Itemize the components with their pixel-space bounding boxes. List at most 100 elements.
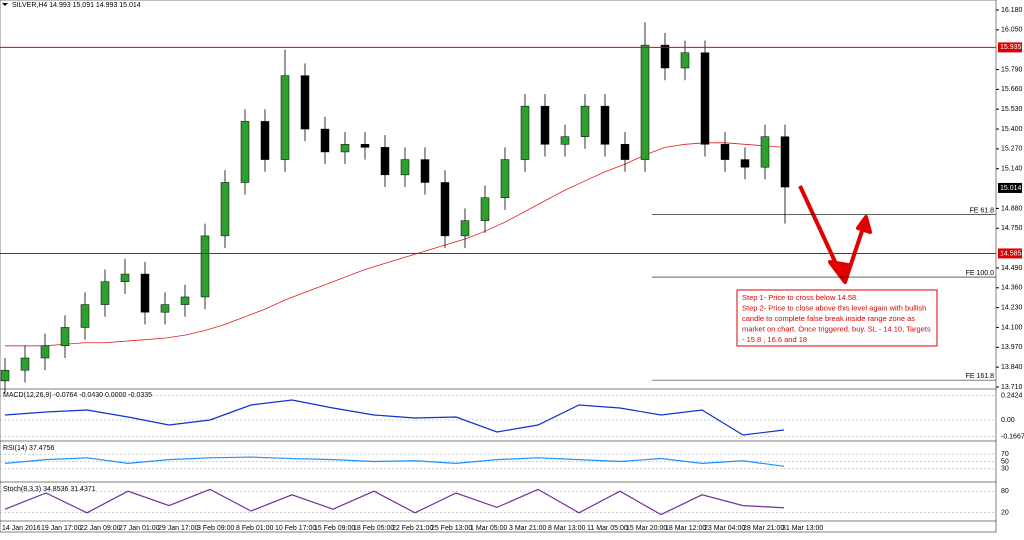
y-tick-label: 14.230 <box>1001 304 1023 311</box>
candle-body <box>220 182 230 237</box>
candle-body <box>40 345 50 359</box>
candle-body <box>360 144 370 148</box>
x-tick-label: 11 Mar 05:00 <box>587 525 628 532</box>
indicator-line <box>4 488 785 516</box>
candle-body <box>120 273 130 282</box>
candle-body <box>740 159 750 168</box>
y-tick-label: 15.400 <box>1001 126 1023 133</box>
candle-body <box>480 197 490 221</box>
y-tick-label: 0.00 <box>1001 417 1015 424</box>
y-tick-label: 16.050 <box>1001 27 1023 34</box>
candle-body <box>660 44 670 69</box>
y-tick-label: 50 <box>1001 458 1009 465</box>
y-tick-label: 14.750 <box>1001 225 1023 232</box>
candle-body <box>720 144 730 160</box>
candle-body <box>320 128 330 153</box>
candle-body <box>540 105 550 145</box>
candle-body <box>620 144 630 160</box>
y-tick-label: 70 <box>1001 451 1009 458</box>
chart-title: SILVER,H4 14.993 15.091 14.993 15.014 <box>12 2 141 9</box>
x-tick-label: 27 Jan 01:00 <box>119 525 160 532</box>
candle-body <box>600 105 610 145</box>
x-tick-label: 15 Mar 20:00 <box>626 525 667 532</box>
candle-body <box>760 136 770 168</box>
y-tick-label: 15.660 <box>1001 86 1023 93</box>
candle-body <box>280 75 290 160</box>
candle-body <box>640 44 650 160</box>
level-tag <box>998 42 1022 53</box>
x-tick-label: 8 Mar 13:00 <box>548 525 585 532</box>
x-tick-label: 19 Jan 17:00 <box>41 525 82 532</box>
x-tick-label: 18 Feb 05:00 <box>353 525 394 532</box>
annotation-text: candle to complete false break inside ra… <box>742 314 915 323</box>
candle-body <box>60 327 70 347</box>
candle-body <box>440 182 450 237</box>
indicator-title: RSI(14) 37.4756 <box>3 445 54 452</box>
x-tick-label: 22 Feb 21:00 <box>392 525 433 532</box>
level-tag <box>998 182 1022 193</box>
level-tag <box>998 248 1022 259</box>
candle-body <box>520 105 530 160</box>
annotation-text: Step 1- Price to cross below 14.58. <box>742 293 858 302</box>
x-tick-label: 15 Feb 09:00 <box>314 525 355 532</box>
y-tick-label: 13.840 <box>1001 364 1023 371</box>
y-tick-label: 15.790 <box>1001 66 1023 73</box>
y-tick-label: 13.970 <box>1001 344 1023 351</box>
candle-body <box>300 75 310 130</box>
x-tick-label: 22 Jan 09:00 <box>80 525 121 532</box>
x-tick-label: 18 Mar 12:00 <box>665 525 706 532</box>
annotation-text: Step 2- Price to close above this level … <box>742 303 926 312</box>
candle-body <box>380 147 390 176</box>
y-tick-label: 14.100 <box>1001 324 1023 331</box>
candle-body <box>460 220 470 237</box>
x-tick-label: 31 Mar 13:00 <box>782 525 823 532</box>
x-tick-label: 1 Mar 05:00 <box>470 525 507 532</box>
y-tick-label: 20 <box>1001 510 1009 517</box>
y-tick-label: -0.1667 <box>1001 434 1024 441</box>
annotation-box <box>736 289 938 347</box>
candle-body <box>240 121 250 183</box>
y-tick-label: 16.180 <box>1001 7 1023 14</box>
y-tick-label: 14.360 <box>1001 285 1023 292</box>
moving-average <box>5 142 786 347</box>
candle-body <box>560 136 570 145</box>
candle-body <box>20 357 30 371</box>
candle-body <box>580 105 590 137</box>
level-label: 14.585 <box>1000 250 1022 257</box>
level-label: 15.935 <box>1000 44 1022 51</box>
x-tick-label: 14 Jan 2016 <box>2 525 41 532</box>
candle-body <box>180 296 190 305</box>
y-tick-label: 80 <box>1001 488 1009 495</box>
candle-body <box>340 144 350 153</box>
candle-body <box>200 235 210 298</box>
candle-body <box>500 159 510 198</box>
annotation-text: market on chart. Once triggered, buy. SL… <box>742 324 931 333</box>
candle-body <box>100 281 110 305</box>
candle-body <box>80 304 90 328</box>
y-tick-label: 30 <box>1001 466 1009 473</box>
annotation-text: - 15.8 , 16.6 and 18 <box>742 335 807 344</box>
level-label: 15.014 <box>1000 185 1022 192</box>
x-tick-label: 3 Mar 21:00 <box>509 525 546 532</box>
candle-body <box>260 121 270 160</box>
fe-label: FE 161.8 <box>966 373 995 380</box>
y-tick-label: 0.2424 <box>1001 393 1023 400</box>
indicator-title: MACD(12,26,9) -0.0764 -0.0430 0.0000 -0.… <box>3 392 152 399</box>
candle-body <box>780 136 790 188</box>
candle-body <box>140 273 150 313</box>
arrow <box>798 185 872 284</box>
candle-body <box>0 369 10 382</box>
frame <box>0 0 997 533</box>
fe-label: FE 100.0 <box>966 270 995 277</box>
x-tick-label: 10 Feb 17:00 <box>275 525 316 532</box>
menu-icon <box>2 3 8 6</box>
y-tick-label: 15.140 <box>1001 166 1023 173</box>
y-tick-label: 13.710 <box>1001 384 1023 391</box>
indicator-title: Stoch(8,3,3) 34.8536 31.4371 <box>3 486 96 493</box>
indicator-line <box>4 456 785 467</box>
candle-body <box>700 52 710 145</box>
y-tick-label: 15.530 <box>1001 106 1023 113</box>
candle-body <box>680 52 690 69</box>
y-tick-label: 14.880 <box>1001 205 1023 212</box>
